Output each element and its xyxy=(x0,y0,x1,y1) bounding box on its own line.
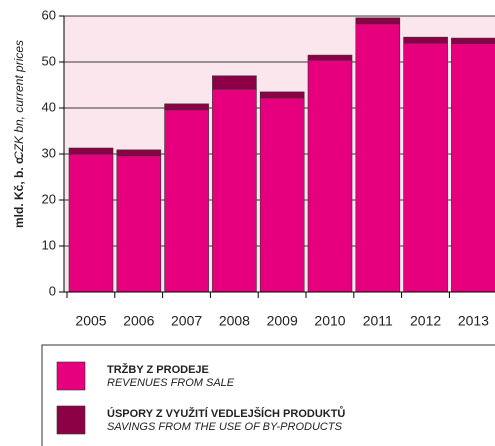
x-tick-label: 2008 xyxy=(219,313,250,329)
y-tick-label: 0 xyxy=(49,283,56,298)
legend-label-en: REVENUES FROM SALE xyxy=(107,377,235,389)
bar-segment xyxy=(307,59,353,293)
y-tick-label: 20 xyxy=(42,191,56,206)
bar-segment xyxy=(451,37,495,44)
bar-segment xyxy=(164,109,209,293)
bar-segment xyxy=(355,23,401,293)
legend-swatch xyxy=(56,405,86,435)
bar-segment xyxy=(451,43,495,293)
x-tick-label: 2005 xyxy=(75,313,106,329)
legend-label: TRŽBY Z PRODEJE xyxy=(107,363,209,376)
bar-segment xyxy=(355,17,401,25)
bar-segment xyxy=(259,91,305,99)
legend-box xyxy=(41,344,495,446)
bar-segment xyxy=(116,149,162,157)
legend-label-en: SAVINGS FROM THE USE OF BY-PRODUCTS xyxy=(107,421,343,433)
bar-segment xyxy=(403,42,448,293)
bar-segment xyxy=(307,54,353,61)
y-tick-label: 60 xyxy=(42,7,56,22)
bar-segment xyxy=(403,36,448,44)
bar-segment xyxy=(116,155,162,293)
bar-segment xyxy=(259,97,305,293)
bar-segment xyxy=(164,103,209,111)
y-tick-label: 30 xyxy=(42,145,56,160)
x-tick-label: 2011 xyxy=(363,313,393,329)
x-tick-label: 2006 xyxy=(123,313,154,329)
bar-segment xyxy=(212,75,257,90)
x-tick-label: 2012 xyxy=(410,313,441,329)
bar-segment xyxy=(212,88,257,293)
x-tick-label: 2007 xyxy=(171,313,202,329)
x-tick-label: 2013 xyxy=(458,313,489,329)
y-tick-label: 10 xyxy=(42,237,56,252)
x-tick-label: 2009 xyxy=(267,313,298,329)
x-tick-label: 2010 xyxy=(314,313,345,329)
y-tick-label: 40 xyxy=(42,99,56,114)
y-tick-label: 50 xyxy=(42,53,56,68)
legend-label: ÚSPORY Z VYUŽITÍ VEDLEJŠÍCH PRODUKTŮ xyxy=(107,406,345,420)
legend-swatch xyxy=(56,361,86,391)
bar-segment xyxy=(68,153,114,293)
y-axis-label-en: CZK bn, current prices xyxy=(12,40,26,160)
bar-segment xyxy=(68,147,114,155)
y-axis-label: mld. Kč, b. c. xyxy=(12,154,26,228)
